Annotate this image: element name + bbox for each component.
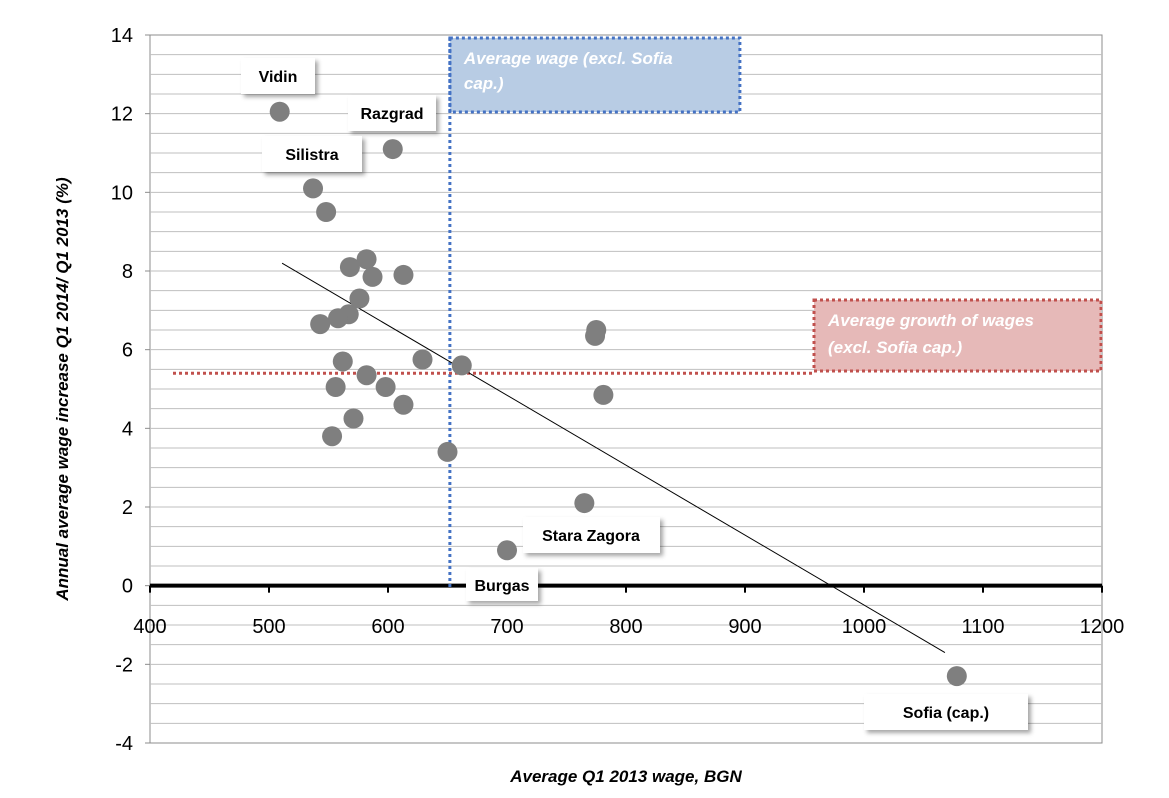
y-tick-label: 8: [122, 261, 133, 283]
x-axis-tick-labels: 400 500 600 700 800 900 1000 1100 1200: [133, 585, 1125, 638]
average-wage-label-line2: cap.): [464, 74, 504, 93]
data-point: [356, 249, 377, 270]
data-point: [339, 257, 360, 278]
average-wage-label: Average wage (excl. Sofia cap.): [463, 49, 678, 93]
data-point: [349, 288, 370, 309]
callout-stara-zagora-text: Stara Zagora: [542, 528, 640, 545]
y-tick-label: -4: [115, 733, 133, 755]
y-tick-label: 0: [122, 576, 133, 598]
data-point: [375, 377, 396, 398]
data-point: [322, 426, 343, 447]
data-point: [362, 266, 383, 287]
data-point: [586, 320, 607, 340]
data-point: [574, 493, 595, 514]
data-point: [269, 101, 290, 122]
data-point: [946, 666, 967, 687]
callout-razgrad: Razgrad: [348, 95, 436, 131]
x-tick-label: 400: [133, 616, 166, 638]
average-wage-label-line1: Average wage (excl. Sofia: [463, 49, 673, 68]
average-growth-label: Average growth of wages (excl. Sofia cap…: [827, 311, 1039, 357]
data-point: [593, 384, 614, 405]
data-point: [497, 540, 517, 561]
average-growth-label-line2: (excl. Sofia cap.): [828, 338, 962, 357]
data-point: [316, 202, 337, 222]
data-point: [393, 394, 414, 415]
callout-burgas: Burgas: [466, 568, 538, 601]
callout-burgas-text: Burgas: [474, 578, 529, 595]
data-point: [451, 355, 472, 376]
callout-vidin: Vidin: [241, 58, 315, 94]
callout-sofia: Sofia (cap.): [864, 694, 1028, 730]
x-tick-label: 800: [609, 616, 642, 638]
data-point: [328, 308, 349, 329]
data-point: [437, 441, 458, 462]
callout-silistra-text: Silistra: [285, 147, 338, 164]
average-wage-label-box: [448, 36, 742, 114]
y-axis-tick-labels: -4 -2 0 2 4 6 8 10 12 14: [111, 25, 150, 755]
data-point: [412, 349, 433, 370]
x-tick-label: 700: [490, 616, 523, 638]
average-growth-label-line1: Average growth of wages: [827, 311, 1034, 330]
data-point: [343, 408, 364, 429]
y-tick-label: 10: [111, 182, 133, 204]
x-tick-label: 1100: [961, 616, 1004, 638]
callout-razgrad-text: Razgrad: [360, 106, 423, 123]
callout-silistra: Silistra: [262, 136, 362, 172]
x-tick-label: 1200: [1080, 616, 1125, 638]
x-tick-label: 600: [371, 616, 404, 638]
data-point: [393, 264, 414, 285]
data-point: [325, 377, 346, 398]
x-tick-label: 900: [728, 616, 761, 638]
y-tick-label: 14: [111, 25, 133, 47]
data-point: [303, 178, 324, 199]
data-point: [332, 351, 353, 372]
x-tick-label: 500: [252, 616, 285, 638]
data-point: [382, 139, 403, 160]
y-tick-label: 12: [111, 104, 133, 126]
data-point: [356, 365, 377, 386]
y-tick-label: 6: [122, 340, 133, 362]
trend-line: [281, 262, 946, 653]
average-growth-label-box: [812, 298, 1103, 373]
callout-sofia-text: Sofia (cap.): [903, 705, 989, 722]
y-tick-label: 4: [122, 418, 133, 440]
y-tick-label: -2: [115, 654, 133, 676]
y-axis-title: Annual average wage increase Q1 2014/ Q1…: [53, 177, 72, 602]
data-point: [310, 314, 331, 335]
callout-stara-zagora: Stara Zagora: [523, 517, 660, 553]
x-axis-title: Average Q1 2013 wage, BGN: [509, 767, 742, 786]
x-tick-label: 1000: [842, 616, 887, 638]
callout-vidin-text: Vidin: [259, 69, 298, 86]
data-points: [269, 101, 967, 687]
y-tick-label: 2: [122, 497, 133, 519]
